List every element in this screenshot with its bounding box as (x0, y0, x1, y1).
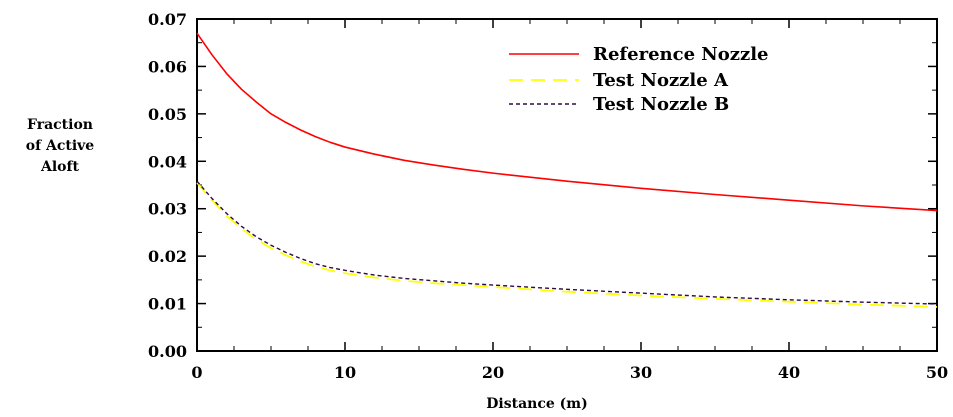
y-axis-title-line-2: of Active (26, 138, 95, 154)
legend-label-test-nozzle-a: Test Nozzle A (593, 70, 729, 91)
x-tick-label: 40 (778, 363, 800, 382)
y-tick-label: 0.03 (148, 200, 187, 219)
y-tick-label: 0.05 (148, 105, 187, 124)
legend-label-reference-nozzle: Reference Nozzle (593, 44, 769, 65)
series-line-test-nozzle-b (196, 180, 938, 305)
x-tick-label: 30 (630, 363, 652, 382)
y-tick-label: 0.00 (148, 342, 187, 361)
x-tick-label: 0 (191, 363, 202, 382)
series-lines (196, 32, 938, 308)
y-axis-title-line-1: Fraction (27, 117, 93, 133)
y-tick-label: 0.06 (148, 57, 187, 76)
legend: Reference Nozzle Test Nozzle A Test Nozz… (509, 44, 769, 115)
y-tick-label: 0.01 (148, 295, 187, 314)
x-tick-label: 50 (926, 363, 948, 382)
series-line-test-nozzle-a (196, 182, 938, 308)
x-axis-title: Distance (m) (486, 396, 587, 412)
series-line-reference-nozzle (196, 32, 938, 212)
y-tick-label: 0.02 (148, 247, 187, 266)
x-tick-label: 20 (482, 363, 504, 382)
y-tick-label: 0.04 (148, 152, 187, 171)
y-axis-title-line-3: Aloft (40, 159, 80, 175)
x-tick-label: 10 (334, 363, 356, 382)
y-tick-label: 0.07 (148, 10, 187, 29)
axis-ticks (196, 18, 938, 352)
tick-labels: 0.00 0.01 0.02 0.03 0.04 0.05 0.06 0.07 0 10 20 30 4… (148, 10, 948, 382)
legend-label-test-nozzle-b: Test Nozzle B (593, 94, 729, 115)
